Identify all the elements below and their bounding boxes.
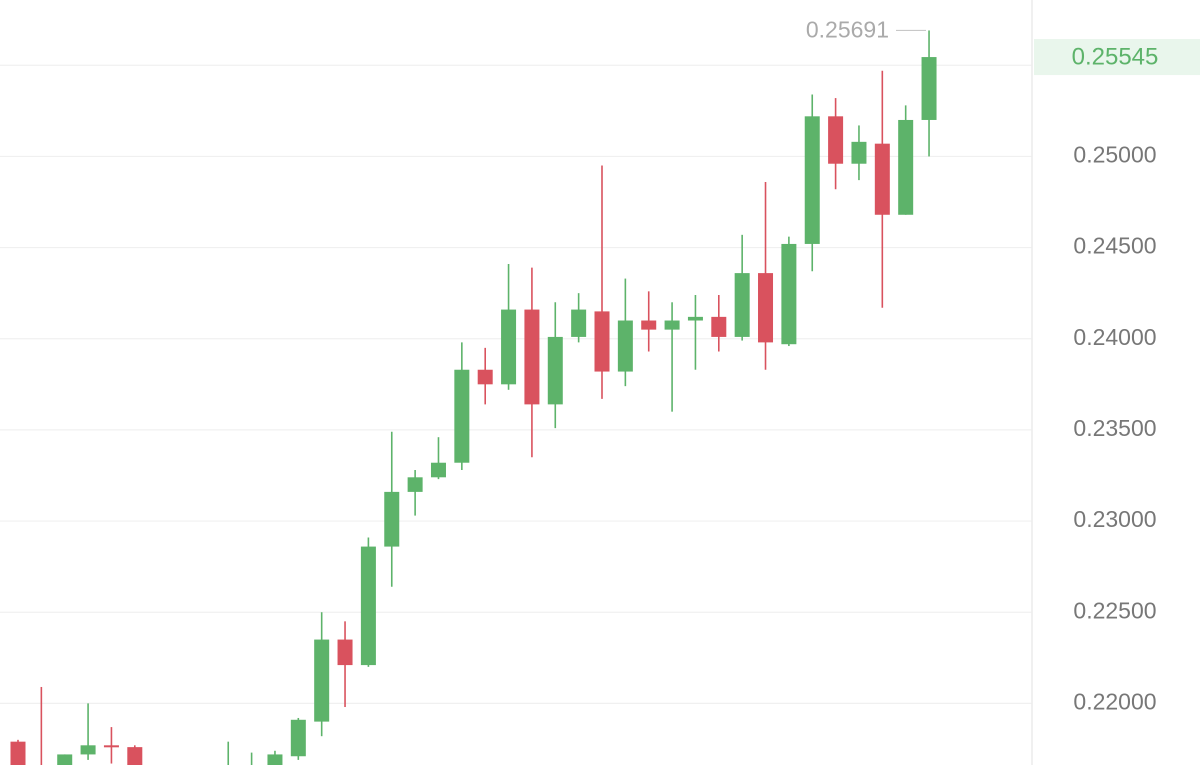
candle-body <box>664 320 680 330</box>
candle-body <box>127 747 143 765</box>
candle-body <box>874 143 890 215</box>
candle-body <box>430 462 446 478</box>
candle-body <box>524 309 540 405</box>
y-tick-label: 0.25000 <box>1073 142 1156 168</box>
last-price-label: 0.25545 <box>1072 43 1159 70</box>
y-tick-label: 0.23000 <box>1073 506 1156 532</box>
candle-body <box>711 316 727 337</box>
candle-body <box>290 719 306 757</box>
candle-body <box>314 639 330 722</box>
candle-body <box>103 745 119 748</box>
candle-body <box>758 273 774 343</box>
candle-body <box>828 116 844 164</box>
candle-body <box>547 336 563 405</box>
candle-body <box>594 311 610 372</box>
candle-body <box>360 546 376 666</box>
candle-body <box>337 639 353 666</box>
high-marker-label: 0.25691 <box>806 17 889 43</box>
candle-body <box>407 477 423 492</box>
candle-body <box>617 320 633 372</box>
y-tick-label: 0.22000 <box>1073 688 1156 714</box>
candle-body <box>804 116 820 244</box>
candle-body <box>781 243 797 345</box>
candles <box>10 30 937 765</box>
y-tick-label: 0.24000 <box>1073 324 1156 350</box>
candle-body <box>851 141 867 164</box>
candle-body <box>921 57 937 120</box>
candle-body <box>477 369 493 385</box>
y-tick-label: 0.23500 <box>1073 415 1156 441</box>
candle-body <box>80 745 96 755</box>
candle-body <box>898 119 914 215</box>
candle-body <box>571 309 587 337</box>
candle-body <box>384 491 400 547</box>
candle-body <box>57 754 73 765</box>
last-price-tag <box>1034 39 1200 76</box>
candle-body <box>10 741 26 765</box>
candle-body <box>454 369 470 463</box>
annotations: 0.25691 0.25545 <box>806 17 1200 76</box>
y-axis: 0.22000 0.22500 0.23000 0.23500 0.24000 0.245… <box>1073 50 1156 714</box>
y-tick-label: 0.22500 <box>1073 597 1156 623</box>
candle-body <box>267 754 283 765</box>
y-tick-label: 0.24500 <box>1073 233 1156 259</box>
candle-body <box>641 320 657 330</box>
candle-body <box>687 316 703 321</box>
candle-body <box>734 273 750 337</box>
candle-body <box>501 309 517 385</box>
